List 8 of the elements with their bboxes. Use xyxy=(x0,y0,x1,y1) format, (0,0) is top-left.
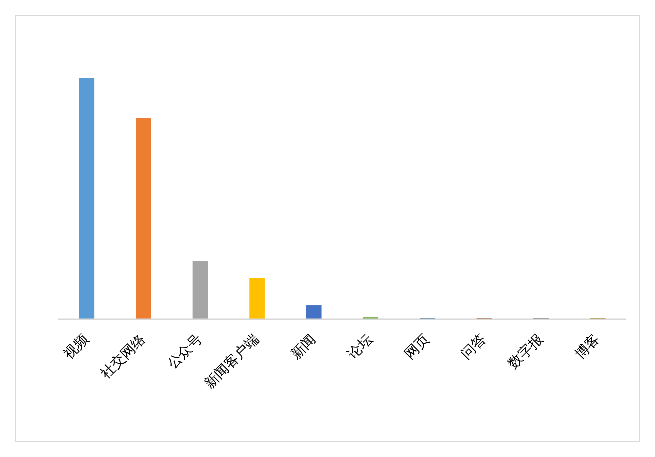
x-tick-label: 论坛 xyxy=(345,331,376,363)
x-tick-label: 社交网络 xyxy=(98,331,150,382)
x-tick-label: 视频 xyxy=(61,331,92,363)
x-tick-label: 博客 xyxy=(572,331,604,363)
x-tick-label: 问答 xyxy=(458,331,490,363)
x-tick-label: 网页 xyxy=(402,332,434,363)
x-tick-label: 数字报 xyxy=(506,331,547,372)
x-tick-label: 新闻 xyxy=(288,331,320,363)
